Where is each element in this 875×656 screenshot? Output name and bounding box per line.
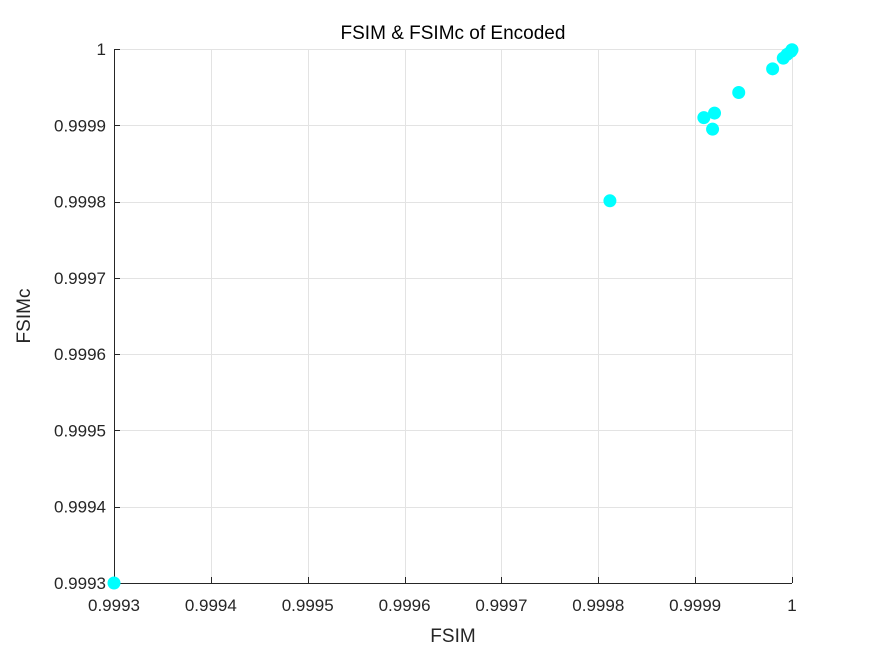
plot-area-background	[114, 49, 792, 583]
y-tick-label: 0.9997	[54, 269, 106, 288]
y-tick-label: 0.9999	[54, 116, 106, 135]
y-tick-label: 0.9995	[54, 421, 106, 440]
data-point	[785, 43, 799, 57]
x-tick-label: 0.9999	[669, 596, 721, 615]
data-point	[697, 111, 711, 125]
x-tick-label: 0.9996	[379, 596, 431, 615]
data-points	[107, 43, 799, 590]
x-tick-label: 0.9994	[185, 596, 237, 615]
data-point	[766, 62, 780, 76]
data-point	[107, 576, 121, 590]
axes	[114, 49, 793, 584]
y-tick-label: 0.9993	[54, 574, 106, 593]
data-point	[732, 85, 746, 99]
y-axis-label: FSIMc	[14, 289, 35, 344]
grid	[114, 49, 793, 584]
y-tick-label: 0.9994	[54, 498, 106, 517]
x-tick-label: 0.9998	[572, 596, 624, 615]
y-tick-label: 0.9996	[54, 345, 106, 364]
tick-labels: 0.9993 0.9994 0.9995 0.9996 0.9997 0.9998 0.99…	[54, 40, 797, 615]
y-tick-label: 1	[97, 40, 106, 59]
x-tick-label: 0.9995	[282, 596, 334, 615]
x-axis-label: FSIM	[430, 626, 475, 647]
data-point	[706, 122, 720, 136]
y-tick-label: 0.9998	[54, 193, 106, 212]
x-tick-label: 0.9997	[475, 596, 527, 615]
data-point	[708, 106, 722, 120]
x-tick-label: 0.9993	[88, 596, 140, 615]
data-point	[603, 194, 617, 208]
chart-title: FSIM & FSIMc of Encoded	[341, 23, 566, 44]
x-tick-label: 1	[787, 596, 796, 615]
